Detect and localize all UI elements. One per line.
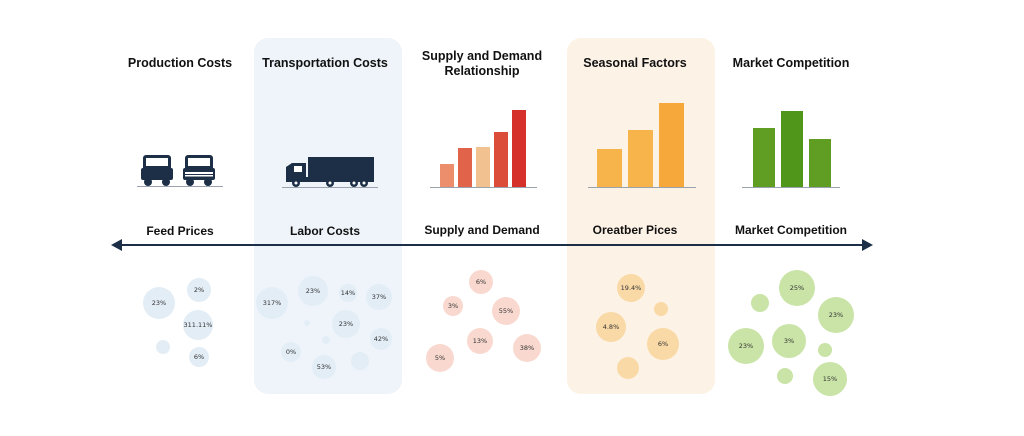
bubble: 53%: [312, 355, 336, 379]
bubble: [654, 302, 668, 316]
bubble: 2%: [187, 278, 211, 302]
bubble: 0%: [281, 342, 301, 362]
subtitle-supply-demand: Supply and Demand: [424, 223, 540, 237]
cars-icon: [141, 155, 215, 186]
chart-bar: [476, 147, 490, 187]
bubble: [156, 340, 170, 354]
bubble: 55%: [492, 297, 520, 325]
bubble: 23%: [143, 287, 175, 319]
subtitle-seasonal: Oreatber Pices: [592, 223, 678, 237]
column-title-transportation: Transportation Costs: [262, 56, 388, 70]
icon-baseline: [282, 187, 378, 188]
bubble: 15%: [813, 362, 847, 396]
bubble: 13%: [467, 328, 493, 354]
bubble: [751, 294, 769, 312]
chart-bar: [781, 111, 803, 187]
chart-bar: [659, 103, 684, 187]
chart-baseline: [588, 187, 696, 188]
bubble: 23%: [728, 328, 764, 364]
bubble: 6%: [469, 270, 493, 294]
bubble: 14%: [339, 284, 357, 302]
bubble: 25%: [779, 270, 815, 306]
chart-bar: [458, 148, 472, 187]
timeline-axis: [118, 244, 866, 246]
bubble: [322, 336, 330, 344]
chart-bar: [440, 164, 454, 187]
bubble: [818, 343, 832, 357]
column-title-seasonal: Seasonal Factors: [583, 56, 687, 70]
bubble: 23%: [332, 310, 360, 338]
chart-baseline: [742, 187, 840, 188]
bubble: 23%: [298, 276, 328, 306]
chart-bar: [512, 110, 526, 187]
bubble: 6%: [189, 347, 209, 367]
bubble: 3%: [443, 296, 463, 316]
subtitle-market: Market Competition: [734, 223, 847, 237]
column-title-production: Production Costs: [127, 56, 233, 70]
bubble: 38%: [513, 334, 541, 362]
chart-baseline: [430, 187, 537, 188]
bubble: 19.4%: [617, 274, 645, 302]
bubble: [777, 368, 793, 384]
bubble: 317%: [256, 287, 288, 319]
bubble: 5%: [426, 344, 454, 372]
bubble: 37%: [366, 284, 392, 310]
icon-baseline: [137, 186, 223, 187]
column-title-supply-demand: Supply and Demand Relationship: [421, 49, 543, 78]
chart-bar: [809, 139, 831, 187]
arrow-left-icon: [111, 239, 122, 251]
bubble: 6%: [647, 328, 679, 360]
bubble: 42%: [370, 328, 392, 350]
bubble: 3%: [772, 324, 806, 358]
bubble: 4.8%: [596, 312, 626, 342]
subtitle-labor-costs: Labor Costs: [289, 224, 360, 238]
bubble: [617, 357, 639, 379]
chart-bar: [753, 128, 775, 187]
truck-icon: [286, 157, 374, 187]
bubble: 23%: [818, 297, 854, 333]
bubble: [304, 320, 310, 326]
chart-bar: [494, 132, 508, 187]
bubble: [351, 352, 369, 370]
arrow-right-icon: [862, 239, 873, 251]
chart-bar: [597, 149, 622, 187]
highlight-panel-seasonal: [567, 38, 715, 394]
bubble: 311.11%: [183, 310, 213, 340]
column-title-market: Market Competition: [732, 56, 850, 70]
chart-bar: [628, 130, 653, 187]
subtitle-feed-prices: Feed Prices: [146, 224, 214, 238]
